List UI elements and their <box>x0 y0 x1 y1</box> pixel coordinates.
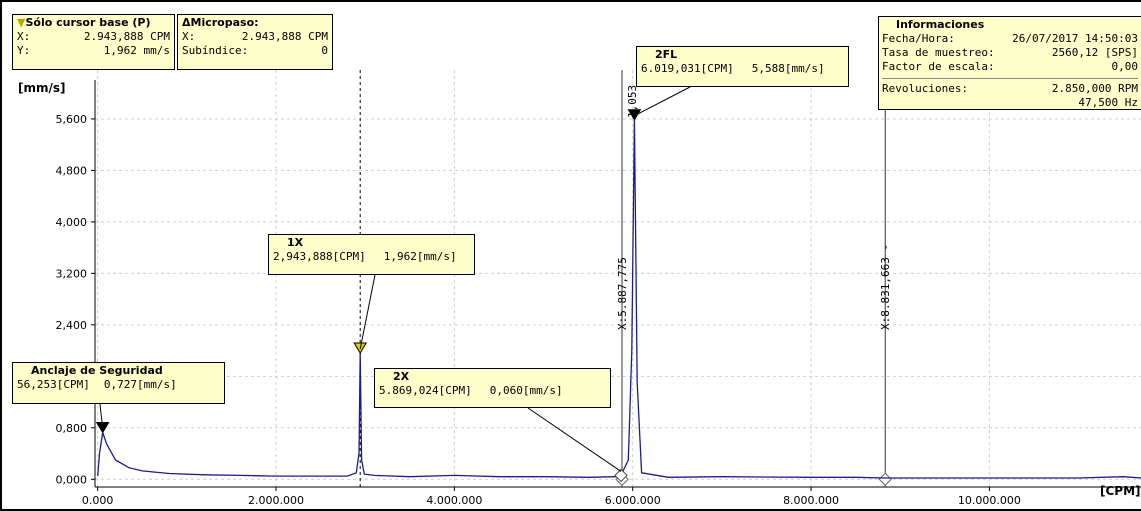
subindice-value: 0 <box>321 44 328 57</box>
y-tick-label: 3,200 <box>56 267 88 280</box>
annotation-y: 1,962[mm/s] <box>383 250 457 263</box>
annotation-2fl[interactable]: 2FL 6.019,031[CPM] 5,588[mm/s] <box>636 46 849 87</box>
delta-icon: Δ <box>182 16 191 29</box>
annotation-title: 1X <box>287 236 304 249</box>
cursor-info-box: ▼Sólo cursor base (P) X: 2.943,888 CPM Y:… <box>12 14 175 70</box>
annotation-leader-line <box>634 86 691 117</box>
annotation-y: 0,727[mm/s] <box>103 378 177 391</box>
cursor-line-label: X:5.887,775 <box>616 257 629 330</box>
subindice-label: Subíndice: <box>182 44 249 57</box>
plot-area <box>97 119 1141 479</box>
marker-symbols <box>95 109 642 483</box>
tasa-value: 2560,12 [SPS] <box>1051 46 1138 59</box>
micropaso-x-value: 2.943,888 CPM <box>241 30 328 43</box>
marker-point <box>614 468 628 483</box>
diamond-marker <box>878 472 892 486</box>
x-tick-label: 0.000 <box>82 494 114 507</box>
annotation-x: 56,253[CPM] <box>17 378 90 391</box>
annotation-x: 6.019,031[CPM] <box>641 62 734 75</box>
factor-label: Factor de escala: <box>882 60 995 73</box>
cursor-line-label: X:8.831,663 - <box>879 244 892 330</box>
x-axis-unit: [CPM] <box>1100 484 1141 498</box>
y-tick-label: 2,400 <box>56 319 88 332</box>
info-title: Informaciones <box>896 18 985 31</box>
x-tick-label: 8.000.000 <box>783 494 839 507</box>
y-tick-label: 4,000 <box>56 216 88 229</box>
annotation-1x[interactable]: 1X 2,943,888[CPM] 1,962[mm/s] <box>268 234 475 275</box>
triangle-down-icon: ▼ <box>17 16 26 29</box>
fecha-value: 26/07/2017 14:50:03 <box>1012 32 1138 45</box>
y-tick-label: 5,600 <box>56 113 88 126</box>
y-axis-title: [mm/s] <box>18 81 66 95</box>
annotation-title: 2FL <box>655 48 678 61</box>
x-tick-label: 2.000.000 <box>248 494 304 507</box>
cursor-box-title: Sólo cursor base (P) <box>25 16 151 29</box>
revoluciones-value: 2.850,000 RPM <box>1051 82 1138 95</box>
cursor-x-value: 2.943,888 CPM <box>83 30 170 43</box>
annotation-x: 2,943,888[CPM] <box>273 250 366 263</box>
x-tick-label: 10.000.000 <box>958 494 1021 507</box>
annotation-leader-line <box>359 274 376 350</box>
factor-value: 0,00 <box>1111 60 1139 73</box>
x-tick-label: 4.000.000 <box>426 494 482 507</box>
revoluciones-label: Revoluciones: <box>882 82 969 95</box>
informaciones-box: Informaciones Fecha/Hora: 26/07/2017 14:5… <box>878 16 1141 110</box>
cursor-y-label: Y: <box>17 44 31 57</box>
annotation-title: Anclaje de Seguridad <box>31 364 163 377</box>
spectrum-line <box>97 119 1141 479</box>
x-tick-label: 6.000.000 <box>605 494 661 507</box>
cursor-y-value: 1,962 mm/s <box>103 44 170 57</box>
annotation-x: 5.869,024[CPM] <box>379 384 472 397</box>
micropaso-box: ΔMicropaso: X: 2.943,888 CPM Subíndice: 0 <box>177 14 333 70</box>
tasa-label: Tasa de muestreo: <box>882 46 995 59</box>
annotation-y: 0,060[mm/s] <box>489 384 563 397</box>
annotation-anclaje[interactable]: Anclaje de Seguridad 56,253[CPM] 0,727[mm… <box>12 362 225 404</box>
annotation-title: 2X <box>393 370 410 383</box>
axes: 0,0000,8001,6002,4003,2004,0004,8005,600… <box>56 80 1141 507</box>
annotation-leaders <box>99 86 691 472</box>
fecha-label: Fecha/Hora: <box>882 32 955 45</box>
hz-value: 47,500 Hz <box>1078 96 1138 109</box>
annotation-y: 5,588[mm/s] <box>751 62 825 75</box>
y-tick-label: 0,800 <box>56 422 88 435</box>
annotation-2x[interactable]: 2X 5.869,024[CPM] 0,060[mm/s] <box>374 368 611 408</box>
annotation-leader-line <box>527 407 622 472</box>
annotation-leader-line <box>99 403 104 429</box>
y-tick-label: 4,800 <box>56 164 88 177</box>
micropaso-title: Micropaso: <box>190 16 259 29</box>
y-tick-label: 0,000 <box>56 473 88 486</box>
micropaso-x-label: X: <box>182 30 196 43</box>
cursor-x-label: X: <box>17 30 31 43</box>
